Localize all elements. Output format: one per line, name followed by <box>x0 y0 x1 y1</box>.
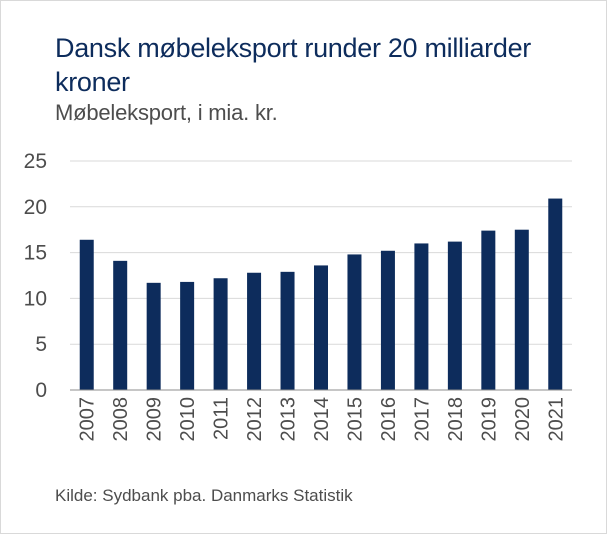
x-tick-label: 2011 <box>211 397 233 440</box>
x-tick-label: 2007 <box>77 397 99 442</box>
y-tick-label: 0 <box>35 379 47 402</box>
bar-2020 <box>514 229 529 390</box>
bar-2009 <box>146 282 161 390</box>
x-tick-label: 2014 <box>311 397 333 442</box>
chart-title: Dansk møbeleksport runder 20 milliarder … <box>55 33 531 97</box>
bar-2015 <box>347 254 362 390</box>
x-tick-label: 2009 <box>144 397 166 442</box>
x-tick-label: 2012 <box>244 397 266 442</box>
bar-2016 <box>380 250 395 390</box>
y-axis-ticks: 0 5 10 15 20 25 <box>24 150 47 402</box>
chart-subtitle: Møbeleksport, i mia. kr. <box>55 100 278 125</box>
y-tick-label: 20 <box>24 196 47 219</box>
y-tick-label: 15 <box>24 242 47 265</box>
x-axis-ticks: 2007 2008 2009 2010 2011 2012 2013 2014 2015 2016… <box>77 397 568 442</box>
x-tick-label: 2021 <box>545 397 567 442</box>
x-tick-label: 2020 <box>512 397 534 442</box>
bar-2010 <box>180 281 195 390</box>
bar-2021 <box>548 198 563 390</box>
x-tick-label: 2016 <box>378 397 400 442</box>
bar-2013 <box>280 271 295 390</box>
bar-2019 <box>481 230 496 390</box>
x-tick-label: 2018 <box>445 397 467 442</box>
bar-2017 <box>414 243 429 390</box>
bar-2012 <box>247 272 262 390</box>
bar-2014 <box>314 265 328 390</box>
x-tick-label: 2008 <box>110 397 132 442</box>
y-tick-label: 10 <box>24 287 47 310</box>
bar-2007 <box>79 239 94 390</box>
y-tick-label: 25 <box>24 150 47 173</box>
bar-2011 <box>213 278 228 390</box>
x-tick-label: 2019 <box>478 397 500 442</box>
source-note: Kilde: Sydbank pba. Danmarks Statistik <box>55 486 353 505</box>
bar-2018 <box>447 241 462 390</box>
y-tick-label: 5 <box>35 333 47 356</box>
x-tick-label: 2013 <box>278 397 300 442</box>
x-tick-label: 2010 <box>177 397 199 442</box>
x-tick-label: 2015 <box>344 397 366 442</box>
bar-2008 <box>113 260 128 390</box>
bars <box>79 198 563 390</box>
x-tick-label: 2017 <box>411 397 433 442</box>
